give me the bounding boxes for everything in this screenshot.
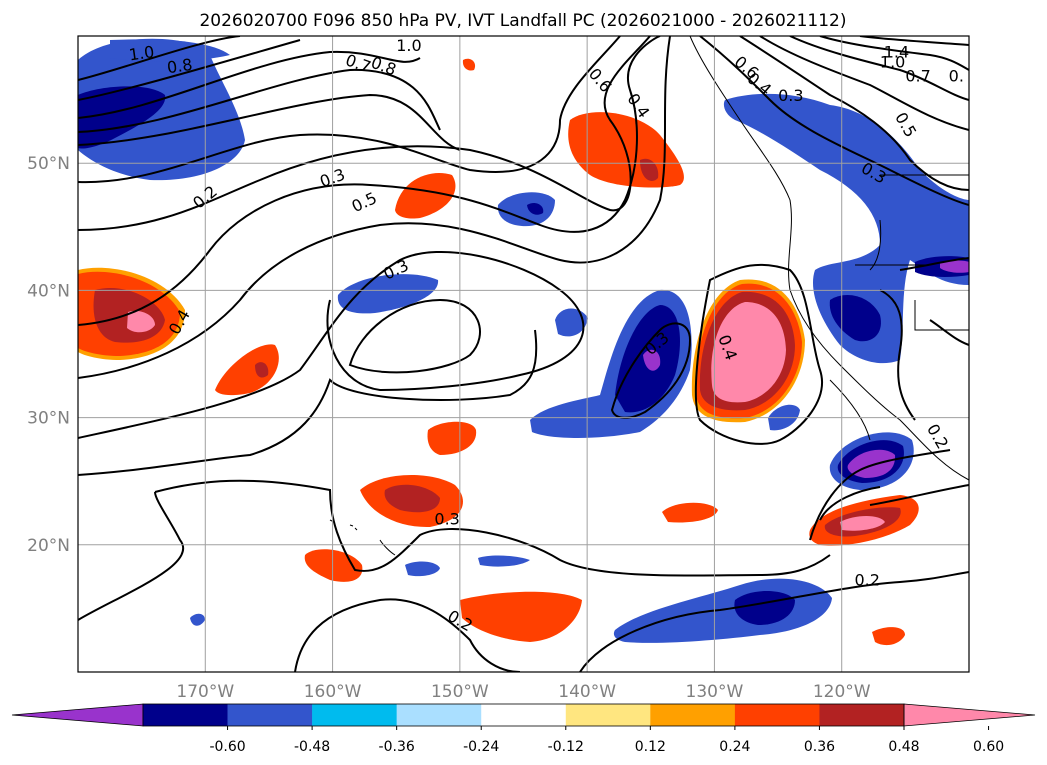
gridlines <box>78 36 969 672</box>
colorbar-segment <box>565 704 651 726</box>
negative-anomaly-region <box>405 561 440 577</box>
colorbar-extend-high <box>903 703 1036 727</box>
positive-anomaly-region <box>395 173 456 219</box>
positive-anomaly-inner <box>384 484 440 513</box>
map-frame <box>77 35 970 673</box>
colorbar-segment <box>481 704 567 726</box>
positive-anomaly-region <box>662 502 718 523</box>
positive-anomaly-peak <box>711 302 786 403</box>
lat-label: 40°N <box>27 281 70 301</box>
contour-label: 0.8 <box>166 55 194 77</box>
contour-label: 0.3 <box>434 509 459 528</box>
negative-anomaly-region <box>190 613 205 626</box>
positive-anomaly-inner <box>640 158 659 181</box>
colorbar <box>11 703 1036 727</box>
colorbar-segment <box>650 704 736 726</box>
colorbar-tick-label: 0.24 <box>719 739 750 755</box>
colorbar-segment <box>734 704 820 726</box>
negative-anomaly-region <box>497 192 555 227</box>
colorbar-segment <box>819 704 905 726</box>
colorbar-segment <box>312 704 397 726</box>
negative-anomaly-core <box>527 202 544 215</box>
contour-label-text: 1.0 <box>396 36 421 55</box>
negative-anomaly-region <box>78 38 245 181</box>
lon-label: 160°W <box>304 682 362 702</box>
contour-label-text: 0. <box>949 67 964 86</box>
lat-label: 50°N <box>27 154 70 174</box>
contour-label-text: 0.3 <box>434 509 459 528</box>
contour-label: 0. <box>949 67 964 86</box>
contour-label: 0.2 <box>854 570 879 589</box>
longitude-labels: 170°W 160°W 150°W 140°W 130°W 120°W <box>176 682 870 702</box>
colorbar-tick-label: -0.60 <box>209 739 245 755</box>
contour-label-text: 0.7 <box>905 67 930 86</box>
contour-label: 1.4 <box>884 43 909 62</box>
negative-anomaly-region <box>723 93 969 364</box>
contour-label: 1.0 <box>880 53 905 72</box>
contour-label-text: 1.0 <box>880 53 905 72</box>
pv-contours <box>78 36 969 672</box>
negative-anomaly-core <box>829 295 881 342</box>
positive-anomaly-region <box>462 58 476 71</box>
contour-label-text: 0.2 <box>854 570 879 589</box>
colorbar-tick-label: -0.36 <box>379 739 415 755</box>
contour-label: 1.0 <box>396 36 421 55</box>
lon-label: 120°W <box>813 682 871 702</box>
colorbar-segment <box>396 704 482 726</box>
colorbar-tick-label: 0.12 <box>635 739 666 755</box>
contour-label-text: 1.0 <box>128 42 156 64</box>
colorbar-tick-label: 0.60 <box>973 739 1004 755</box>
map-content: 1.00.8 0.71.00.8 0.60.41.41.00.7 0.0.60.4 0.… <box>78 36 969 672</box>
lat-label: 20°N <box>27 536 70 556</box>
contour-label: 0.3 <box>778 86 803 105</box>
latitude-labels: 50°N 40°N 30°N 20°N <box>27 154 70 556</box>
colorbar-tick-label: -0.24 <box>463 739 499 755</box>
lon-label: 150°W <box>431 682 489 702</box>
negative-anomaly-region <box>337 274 439 314</box>
negative-anomaly-region <box>478 555 530 567</box>
negative-anomaly-peak <box>643 349 661 371</box>
colorbar-tick-label: -0.12 <box>548 739 584 755</box>
colorbar-segment <box>143 704 228 726</box>
positive-anomaly-region <box>872 627 905 646</box>
colorbar-tick-label: 0.48 <box>888 739 919 755</box>
lon-label: 170°W <box>176 682 234 702</box>
positive-anomaly-peak <box>840 516 885 531</box>
negative-anomaly-core <box>78 86 166 149</box>
negative-anomaly-region <box>555 308 588 337</box>
colorbar-tick-labels: -0.60 -0.48 -0.36 -0.24 -0.12 0.12 0.24 0.36 0.4… <box>209 726 1004 755</box>
contour-label-text: 1.4 <box>884 43 909 62</box>
positive-anomaly-region <box>427 421 477 455</box>
colorbar-tick-label: -0.48 <box>294 739 330 755</box>
colorbar-extend-low <box>11 703 144 727</box>
colorbar-segment <box>227 704 313 726</box>
positive-anomaly-peak <box>127 310 155 333</box>
ivt-anomaly-shading <box>78 38 969 646</box>
lon-label: 130°W <box>686 682 744 702</box>
lat-label: 30°N <box>27 409 70 429</box>
colorbar-tick-label: 0.36 <box>804 739 835 755</box>
positive-anomaly-region <box>460 591 582 642</box>
contour-label-text: 0.3 <box>778 86 803 105</box>
positive-anomaly-inner <box>255 362 269 378</box>
map-title: 2026020700 F096 850 hPa PV, IVT Landfall… <box>199 11 846 31</box>
contour-label: 1.0 <box>128 42 156 64</box>
negative-anomaly-peak <box>940 260 969 273</box>
contour-label: 0.7 <box>905 67 930 86</box>
lon-label: 140°W <box>558 682 616 702</box>
positive-anomaly-region <box>215 344 279 396</box>
colorbar-frame <box>142 703 905 727</box>
contour-label-text: 0.8 <box>166 55 194 77</box>
